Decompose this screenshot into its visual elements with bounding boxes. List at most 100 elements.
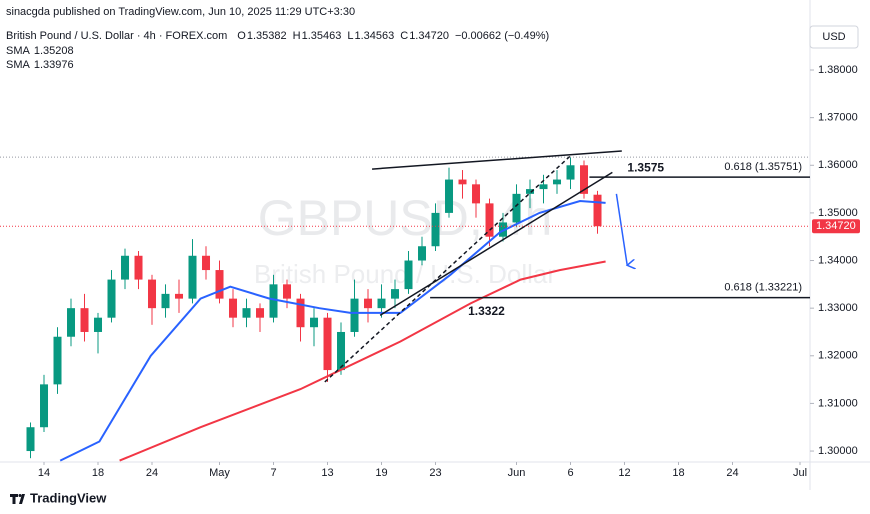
fib-label: 0.618 (1.33221) [724,282,802,294]
currency-label[interactable]: USD [822,31,845,43]
candle-body [418,246,427,261]
candle-body [283,284,292,299]
fib-label: 0.618 (1.35751) [724,161,802,173]
indicator-name: SMA [6,45,31,57]
candle-body [445,179,454,213]
change-value: −0.00662 (−0.49%) [455,30,549,42]
y-tick-label: 1.31000 [818,397,858,409]
candle-body [310,317,319,328]
candle-body [94,317,103,332]
x-tick-label: Jul [793,467,807,479]
x-tick-label: 19 [375,467,387,479]
currency-box[interactable] [809,25,859,49]
indicator-value: 1.35208 [34,45,74,57]
x-tick-label: May [209,467,230,479]
trend-line [372,150,622,170]
trend-line [379,171,613,316]
last-price-label: 1.34720 [816,220,856,232]
candle-body [67,308,76,337]
candle-body [134,255,143,280]
candle-body [161,293,170,309]
footer-logo [10,494,25,504]
ohlc-value: 1.35382 [247,30,287,42]
candle-body [242,308,251,318]
candle-body [175,293,184,299]
y-tick-label: 1.36000 [818,159,858,171]
candle-body [377,298,386,309]
ohlc-key: H [293,30,301,42]
candle-body [404,260,413,290]
candle-body [472,184,481,204]
y-tick-label: 1.35000 [818,207,858,219]
x-tick-label: 23 [429,467,441,479]
indicator-value: 1.33976 [34,59,74,71]
x-tick-label: 24 [726,467,738,479]
x-tick-label: 24 [146,467,158,479]
level-label: 1.3575 [627,160,664,174]
candle-body [364,298,373,309]
watermark-symbol: GBPUSD, 4h [258,190,553,246]
candle-body [431,212,440,247]
y-tick-label: 1.30000 [818,445,858,457]
candle-body [40,384,49,428]
x-tick-label: 12 [618,467,630,479]
x-tick-label: Jun [508,467,526,479]
publisher-line: sinacgda published on TradingView.com, J… [6,6,355,18]
y-tick-label: 1.34000 [818,254,858,266]
footer-brand: TradingView [30,490,107,505]
candle-body [121,255,130,280]
candle-body [593,194,602,227]
ohlc-key: L [347,30,353,42]
candle-body [26,427,35,452]
x-tick-label: 6 [567,467,573,479]
candle-body [485,203,494,237]
arrow [615,193,627,265]
x-tick-label: 14 [38,467,50,479]
candle-body [391,289,400,299]
candle-body [53,336,62,385]
candle-body [458,179,467,185]
candle-body [188,255,197,299]
candle-body [580,165,589,194]
candle-body [269,284,278,318]
legend: British Pound / U.S. Dollar · 4h · FOREX… [6,30,549,71]
candle-body [148,279,157,309]
candle-body [296,298,305,328]
candle-body [566,165,575,180]
x-tick-label: 13 [321,467,333,479]
candle-body [526,189,535,194]
x-tick-label: 18 [672,467,684,479]
candle-body [337,331,346,371]
indicator-name: SMA [6,59,31,71]
ohlc-value: 1.34720 [409,30,449,42]
candle-body [323,317,332,371]
ohlc-key: C [400,30,408,42]
level-label: 1.3322 [468,304,505,318]
candle-body [215,270,224,299]
plot-area [0,150,810,462]
last-price-box [812,219,860,234]
candle-body [539,184,548,190]
y-tick-label: 1.33000 [818,302,858,314]
candle-body [229,298,238,318]
candle-body [350,298,359,332]
candle-body [256,308,265,318]
y-tick-label: 1.32000 [818,350,858,362]
x-tick-label: 7 [270,467,276,479]
candle-body [202,255,211,271]
x-tick-label: 18 [92,467,104,479]
y-tick-label: 1.38000 [818,64,858,76]
ohlc-value: 1.35463 [302,30,342,42]
ohlc-key: O [237,30,246,42]
y-tick-label: 1.37000 [818,112,858,124]
sma-line [119,260,606,462]
candle-body [553,179,562,185]
sma-line [59,199,606,462]
instrument-name: British Pound / U.S. Dollar · 4h · FOREX… [6,30,227,42]
candle-body [512,193,521,223]
candle-body [80,308,89,332]
candle-body [107,279,116,318]
ohlc-value: 1.34563 [354,30,394,42]
